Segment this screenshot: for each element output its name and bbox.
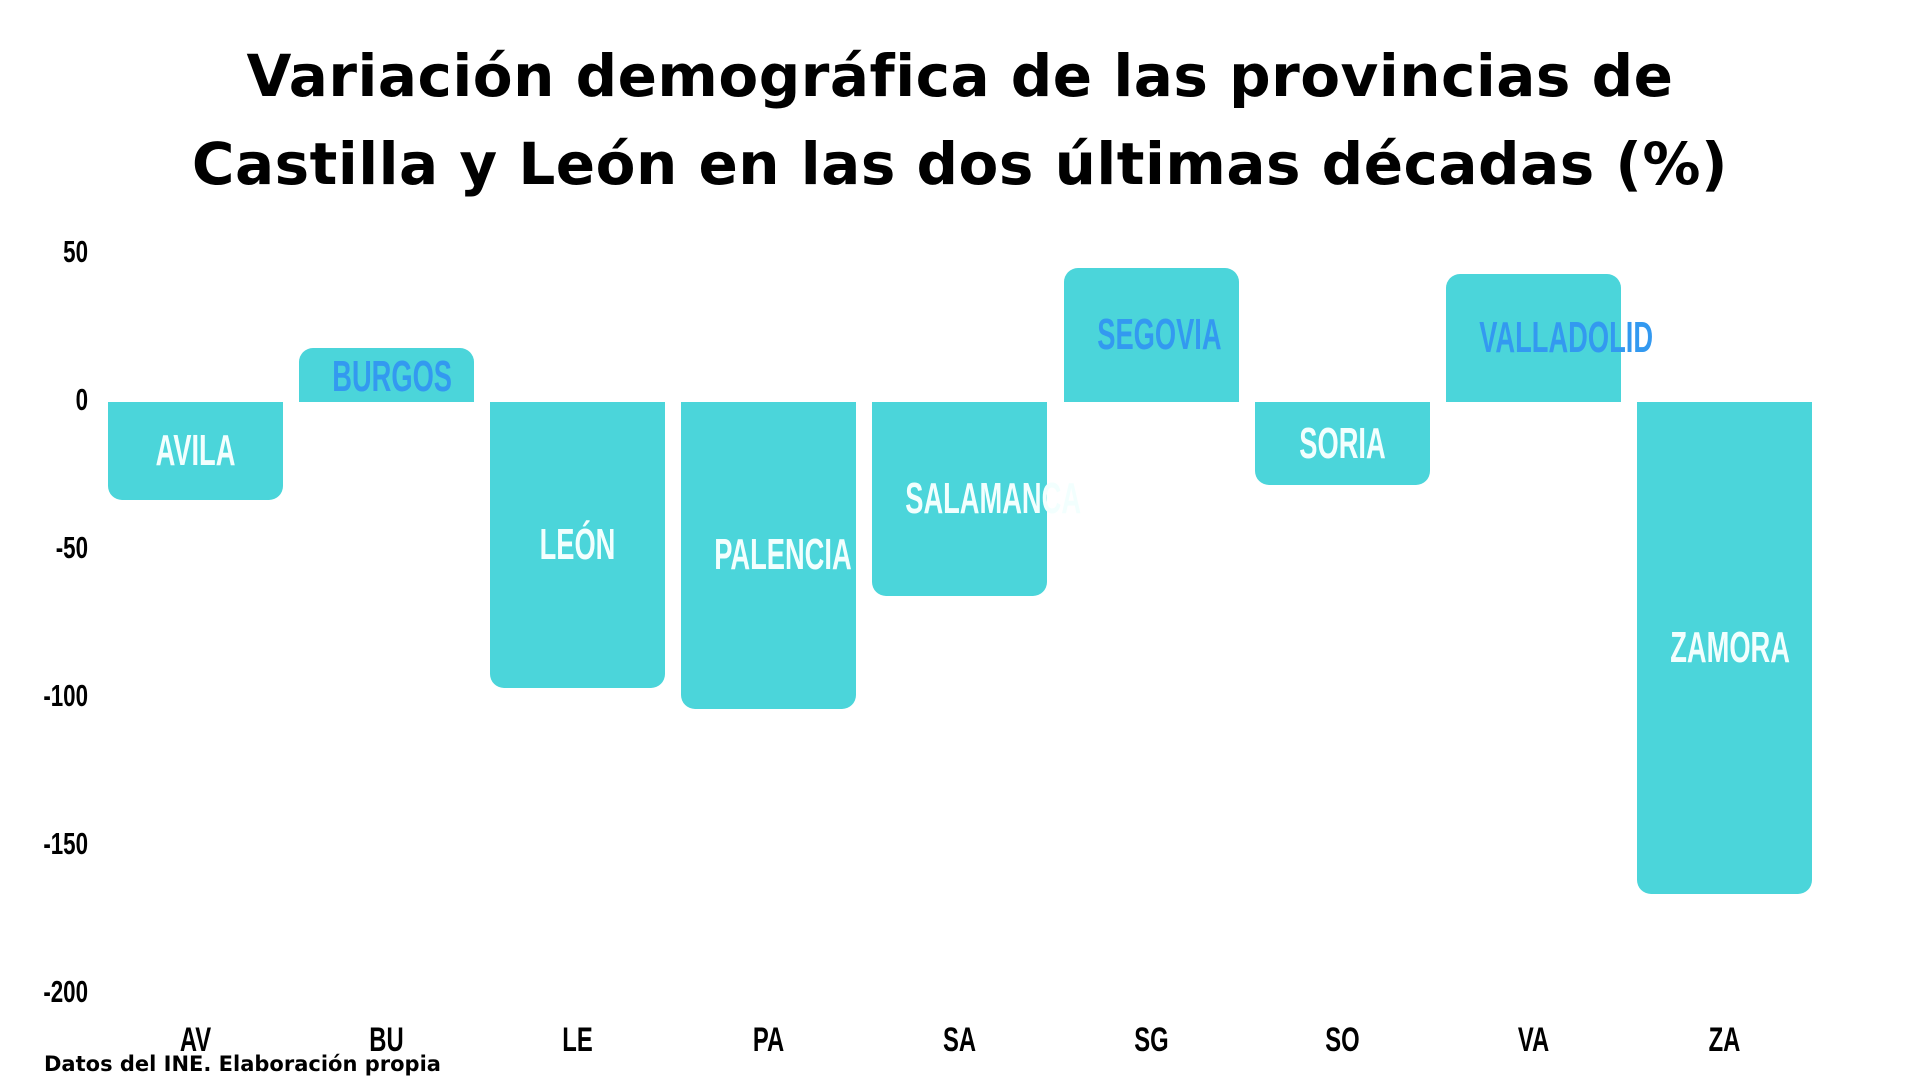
- chart-title: Variación demográfica de las provincias …: [0, 32, 1920, 208]
- y-tick-label: 50: [63, 234, 88, 269]
- bar-av: AVILA: [108, 402, 283, 501]
- bar-label: PALENCIA: [714, 530, 852, 580]
- x-tick-label: ZA: [1708, 1021, 1741, 1059]
- x-tick-label: BU: [369, 1021, 404, 1059]
- bar-sa: SALAMANCA: [872, 402, 1082, 596]
- bar-bu: BURGOS: [299, 348, 474, 402]
- x-tick-label: AV: [179, 1021, 212, 1059]
- bar-va: VALLADOLID: [1446, 273, 1654, 402]
- x-tick-label: SG: [1134, 1021, 1169, 1059]
- bar-pa: PALENCIA: [681, 402, 856, 709]
- bar-label: SEGOVIA: [1097, 309, 1222, 359]
- y-tick-label: -100: [43, 678, 88, 713]
- bar-label: AVILA: [155, 426, 236, 476]
- bar-label: SALAMANCA: [905, 473, 1082, 523]
- x-tick-label: VA: [1517, 1021, 1550, 1059]
- x-tick-label: SO: [1325, 1021, 1360, 1059]
- bar-za: ZAMORA: [1637, 402, 1812, 894]
- bar-le: LEÓN: [490, 402, 665, 689]
- bar-label: SORIA: [1299, 418, 1386, 468]
- bar-label: LEÓN: [539, 520, 616, 570]
- source-note: Datos del INE. Elaboración propia: [44, 1052, 441, 1076]
- y-tick-label: -150: [43, 826, 88, 861]
- x-tick-label: SA: [942, 1021, 977, 1059]
- chart-title-line-2: Castilla y León en las dos últimas décad…: [191, 130, 1729, 198]
- x-tick-label: LE: [562, 1021, 593, 1059]
- x-tick-label: PA: [752, 1021, 785, 1059]
- bar-sg: SEGOVIA: [1064, 267, 1239, 402]
- bar-label: BURGOS: [332, 352, 452, 402]
- y-tick-label: -50: [55, 530, 88, 565]
- bar-label: VALLADOLID: [1479, 312, 1654, 362]
- y-tick-label: -200: [43, 974, 88, 1009]
- chart-title-line-1: Variación demográfica de las provincias …: [246, 42, 1674, 110]
- bar-so: SORIA: [1255, 402, 1430, 486]
- y-tick-label: 0: [75, 382, 88, 417]
- bar-label: ZAMORA: [1670, 622, 1790, 672]
